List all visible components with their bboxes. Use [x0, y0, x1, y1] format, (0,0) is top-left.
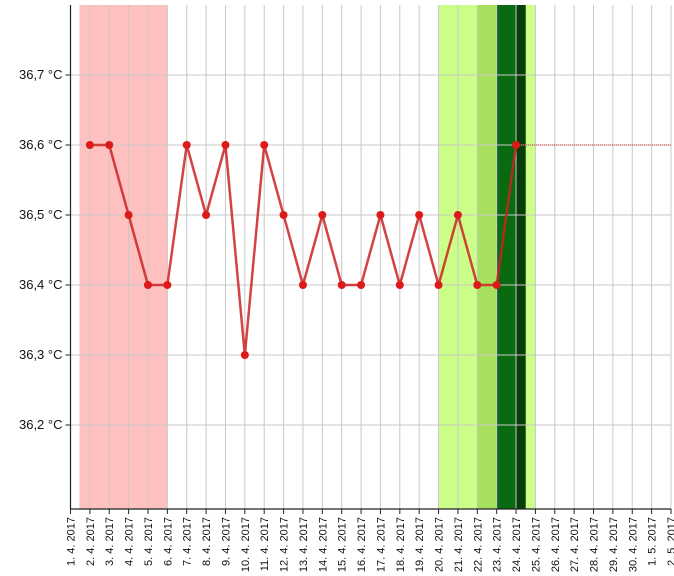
- x-tick-label: 26. 4. 2017: [550, 517, 562, 572]
- data-point: [492, 281, 501, 289]
- x-tick-label: 25. 4. 2017: [530, 517, 542, 572]
- x-tick-label: 6. 4. 2017: [162, 517, 174, 566]
- x-tick-label: 22. 4. 2017: [472, 517, 484, 572]
- x-tick-label: 2. 4. 2017: [85, 517, 97, 566]
- data-point: [240, 351, 249, 359]
- x-tick-label: 11. 4. 2017: [259, 517, 271, 571]
- x-tick-label: 30. 4. 2017: [627, 517, 639, 572]
- x-tick-label: 18. 4. 2017: [395, 517, 407, 572]
- x-tick-label: 13. 4. 2017: [298, 517, 310, 572]
- data-point: [298, 281, 307, 289]
- data-point: [357, 281, 366, 289]
- x-tick-label: 28. 4. 2017: [589, 517, 601, 572]
- y-tick-label: 36,4 °C: [19, 277, 63, 292]
- data-point: [221, 141, 230, 149]
- y-tick-label: 36,7 °C: [19, 67, 63, 82]
- x-tick-label: 17. 4. 2017: [375, 517, 387, 572]
- x-tick-label: 29. 4. 2017: [608, 517, 620, 572]
- data-point: [202, 211, 211, 219]
- x-tick-label: 24. 4. 2017: [511, 517, 523, 572]
- x-tick-label: 14. 4. 2017: [317, 517, 329, 572]
- shaded-band-4: [496, 5, 517, 509]
- data-point: [143, 281, 152, 289]
- shaded-band-1: [79, 5, 168, 509]
- x-tick-label: 15. 4. 2017: [337, 517, 349, 572]
- data-point: [279, 211, 288, 219]
- x-tick-label: 2. 5. 2017: [666, 517, 674, 566]
- data-point: [453, 211, 462, 219]
- data-point: [473, 281, 482, 289]
- x-tick-label: 21. 4. 2017: [453, 517, 465, 572]
- data-point: [105, 141, 114, 149]
- x-tick-label: 8. 4. 2017: [201, 517, 213, 566]
- y-tick-label: 36,3 °C: [19, 347, 63, 362]
- x-tick-label: 5. 4. 2017: [143, 517, 155, 566]
- x-tick-label: 16. 4. 2017: [356, 517, 368, 572]
- data-point: [415, 211, 424, 219]
- y-tick-label: 36,5 °C: [19, 207, 63, 222]
- data-point: [512, 141, 521, 149]
- x-tick-label: 1. 5. 2017: [647, 517, 659, 566]
- data-point: [260, 141, 269, 149]
- x-tick-label: 20. 4. 2017: [434, 517, 446, 572]
- y-tick-label: 36,6 °C: [19, 137, 63, 152]
- x-tick-label: 1. 4. 2017: [66, 517, 78, 566]
- shaded-band-3: [477, 5, 497, 509]
- data-point: [395, 281, 404, 289]
- shaded-band-5: [516, 5, 526, 509]
- x-tick-label: 12. 4. 2017: [279, 517, 291, 572]
- data-point: [124, 211, 133, 219]
- x-tick-label: 3. 4. 2017: [104, 517, 116, 566]
- data-point: [85, 141, 94, 149]
- x-tick-label: 10. 4. 2017: [240, 517, 252, 572]
- x-tick-label: 4. 4. 2017: [124, 517, 136, 566]
- data-point: [318, 211, 327, 219]
- data-point: [376, 211, 385, 219]
- x-tick-label: 27. 4. 2017: [569, 517, 581, 572]
- x-tick-label: 9. 4. 2017: [220, 517, 232, 566]
- data-point: [337, 281, 346, 289]
- y-tick-label: 36,2 °C: [19, 417, 63, 432]
- x-tick-label: 19. 4. 2017: [414, 517, 426, 572]
- data-point: [182, 141, 191, 149]
- data-point: [434, 281, 443, 289]
- x-tick-label: 23. 4. 2017: [492, 517, 504, 572]
- data-point: [163, 281, 172, 289]
- x-tick-label: 7. 4. 2017: [182, 517, 194, 566]
